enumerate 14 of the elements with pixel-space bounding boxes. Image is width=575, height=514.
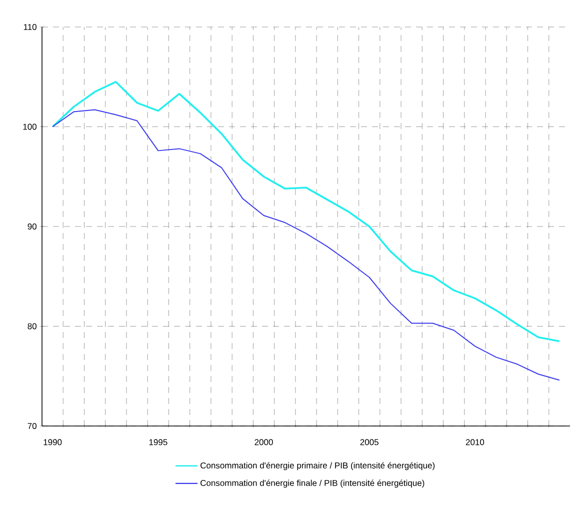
y-tick-label: 80	[28, 323, 36, 330]
x-tick-label: 1990	[44, 439, 62, 446]
x-tick-label: 2000	[254, 439, 273, 446]
x-tick-label: 2005	[360, 439, 378, 446]
legend-label: Consommation d'énergie primaire / PIB (intensité énergétique)	[200, 462, 435, 470]
y-tick-label: 100	[23, 124, 36, 130]
y-tick-label: 70	[28, 422, 36, 430]
y-tick-label: 90	[28, 223, 36, 230]
line-series	[52, 80, 560, 342]
x-tick-label: 2010	[466, 439, 484, 446]
legend-label: Consommation d'énergie finale / PIB (intensité énergétique)	[200, 480, 424, 488]
x-tick-label: 1995	[149, 439, 168, 446]
line-series	[52, 109, 560, 381]
y-tick-label: 110	[24, 24, 36, 30]
